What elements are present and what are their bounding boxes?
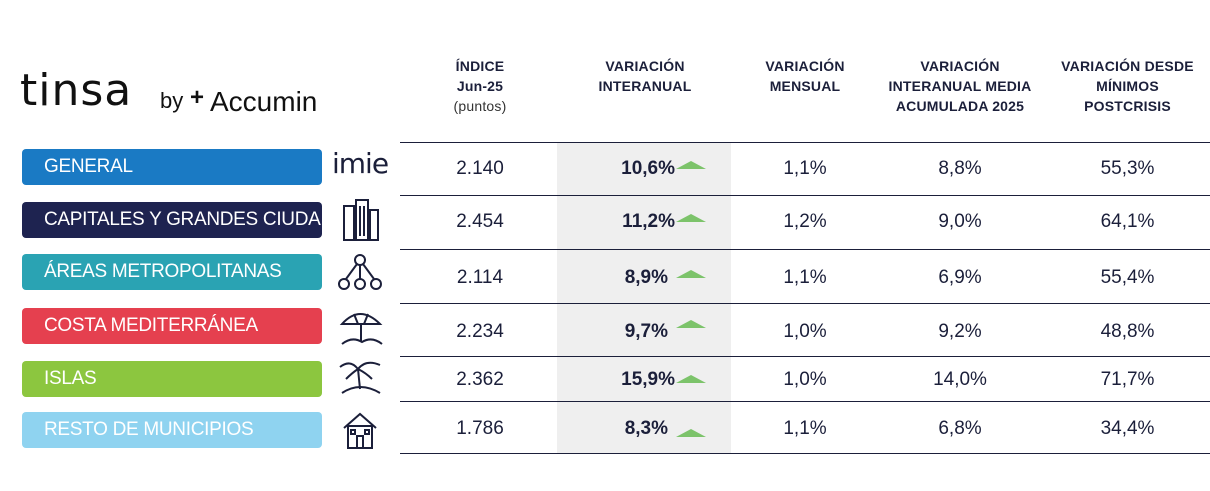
header-minimos-line1: VARIACIÓN DESDE bbox=[1061, 58, 1194, 74]
header-media-line3: ACUMULADA 2025 bbox=[895, 98, 1025, 114]
header-minimos-line2: MÍNIMOS bbox=[1096, 78, 1159, 94]
cell-media: 9,0% bbox=[938, 211, 982, 232]
row-label-resto: RESTO DE MUNICIPIOS bbox=[22, 412, 322, 448]
header-minimos-line3: POSTCRISIS bbox=[1084, 98, 1171, 114]
cell-interanual: 11,2% bbox=[622, 211, 675, 232]
imie-logo-text: imie bbox=[332, 147, 389, 180]
cell-minimos: 55,3% bbox=[1100, 158, 1155, 179]
table-divider bbox=[400, 195, 1210, 196]
table-divider bbox=[400, 142, 1210, 143]
header-mensual-line1: VARIACIÓN bbox=[765, 58, 845, 74]
house-icon bbox=[330, 408, 392, 452]
cell-minimos: 34,4% bbox=[1100, 418, 1155, 439]
up-arrow-icon bbox=[676, 320, 706, 328]
table-divider bbox=[400, 249, 1210, 250]
cell-media: 14,0% bbox=[933, 369, 987, 390]
up-arrow-icon bbox=[676, 214, 706, 222]
cell-indice: 2.234 bbox=[456, 321, 504, 342]
up-arrow-icon bbox=[676, 161, 706, 169]
header-indice-line2: Jun-25 bbox=[456, 78, 504, 94]
row-label-islas: ISLAS bbox=[22, 361, 322, 397]
table-divider bbox=[400, 356, 1210, 357]
table-row: ÁREAS METROPOLITANAS 2.114 8,9% 1,1% 6,9… bbox=[0, 250, 1210, 304]
cell-indice: 2.114 bbox=[456, 267, 504, 288]
header-interanual-line2: INTERANUAL bbox=[598, 78, 692, 94]
row-label-capitales: CAPITALES Y GRANDES CIUDADES bbox=[22, 202, 322, 238]
cell-media: 8,8% bbox=[938, 158, 982, 179]
header-indice-line1: ÍNDICE bbox=[455, 58, 505, 74]
cell-minimos: 55,4% bbox=[1100, 267, 1155, 288]
table-row: CAPITALES Y GRANDES CIUDADES 2.454 11,2%… bbox=[0, 196, 1210, 250]
header-mensual: VARIACIÓN MENSUAL bbox=[745, 56, 865, 96]
cell-minimos: 71,7% bbox=[1100, 369, 1155, 390]
header-indice-unit: (puntos) bbox=[453, 98, 507, 114]
cell-mensual: 1,2% bbox=[783, 211, 827, 232]
accumin-logo-text: Accumin bbox=[210, 86, 318, 117]
header-mensual-line2: MENSUAL bbox=[769, 78, 841, 94]
cell-minimos: 64,1% bbox=[1100, 211, 1155, 232]
header-media-line1: VARIACIÓN bbox=[920, 58, 1000, 74]
cell-interanual: 10,6% bbox=[621, 158, 675, 179]
up-arrow-icon bbox=[676, 270, 706, 278]
cell-media: 6,9% bbox=[938, 267, 982, 288]
cell-media: 9,2% bbox=[938, 321, 982, 342]
cell-indice: 1.786 bbox=[456, 418, 504, 439]
header-indice: ÍNDICE Jun-25 (puntos) bbox=[430, 56, 530, 116]
cell-mensual: 1,0% bbox=[783, 369, 827, 390]
header-interanual-line1: VARIACIÓN bbox=[605, 58, 685, 74]
cell-minimos: 48,8% bbox=[1100, 321, 1155, 342]
cell-mensual: 1,1% bbox=[783, 158, 827, 179]
row-label-costa: COSTA MEDITERRÁNEA bbox=[22, 308, 322, 344]
cell-mensual: 1,1% bbox=[783, 267, 827, 288]
cell-indice: 2.454 bbox=[456, 211, 504, 232]
table-divider bbox=[400, 453, 1210, 454]
table-row: COSTA MEDITERRÁNEA 2.234 9,7% 1,0% 9,2% … bbox=[0, 304, 1210, 358]
cell-interanual: 9,7% bbox=[624, 321, 668, 342]
cell-interanual: 15,9% bbox=[621, 369, 675, 390]
buildings-icon bbox=[330, 198, 392, 242]
palm-island-icon bbox=[330, 357, 392, 401]
header-minimos: VARIACIÓN DESDE MÍNIMOS POSTCRISIS bbox=[1055, 56, 1200, 116]
table-divider bbox=[400, 303, 1210, 304]
row-label-areas: ÁREAS METROPOLITANAS bbox=[22, 254, 322, 290]
cell-media: 6,8% bbox=[938, 418, 982, 439]
table-row: RESTO DE MUNICIPIOS 1.786 8,3% 1,1% 6,8%… bbox=[0, 402, 1210, 456]
table-divider bbox=[400, 401, 1210, 402]
header-media: VARIACIÓN INTERANUAL MEDIA ACUMULADA 202… bbox=[880, 56, 1040, 116]
accumin-plus-mark: + bbox=[190, 84, 205, 111]
network-icon bbox=[330, 252, 392, 296]
cell-indice: 2.140 bbox=[456, 158, 504, 179]
beach-umbrella-icon bbox=[330, 306, 392, 350]
up-arrow-icon bbox=[676, 429, 706, 437]
cell-indice: 2.362 bbox=[456, 369, 504, 390]
logo-by-text: by bbox=[160, 88, 184, 113]
cell-mensual: 1,1% bbox=[783, 418, 827, 439]
row-label-general: GENERAL bbox=[22, 149, 322, 185]
table-row: GENERAL imie 2.140 10,6% 1,1% 8,8% 55,3% bbox=[0, 143, 1210, 197]
table-row: ISLAS 2.362 15,9% 1,0% 14,0% 71,7% bbox=[0, 357, 1210, 411]
cell-interanual: 8,9% bbox=[624, 267, 668, 288]
header-interanual: VARIACIÓN INTERANUAL bbox=[575, 56, 715, 96]
header-media-line2: INTERANUAL MEDIA bbox=[888, 78, 1032, 94]
up-arrow-icon bbox=[676, 375, 706, 383]
cell-interanual: 8,3% bbox=[624, 418, 668, 439]
tinsa-logo-text: tinsa bbox=[20, 65, 133, 116]
cell-mensual: 1,0% bbox=[783, 321, 827, 342]
imie-logo-icon: imie bbox=[330, 145, 392, 189]
